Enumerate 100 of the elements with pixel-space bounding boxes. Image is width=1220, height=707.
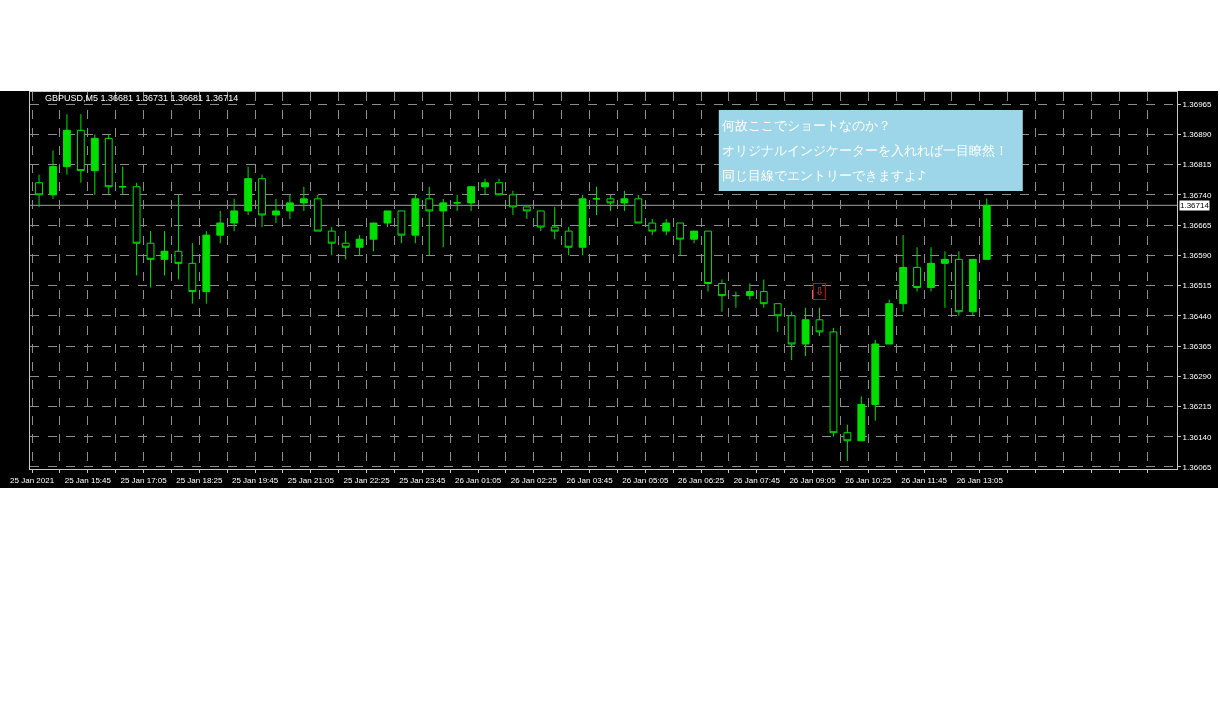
candlestick — [982, 197, 991, 260]
x-tick-label: 26 Jan 06:25 — [677, 475, 725, 485]
annotation: 何故ここでショートなのか？ — [722, 118, 891, 133]
candlestick — [341, 230, 350, 260]
candlestick — [453, 194, 462, 212]
candlestick — [411, 194, 420, 244]
candlestick — [606, 194, 615, 212]
y-tick-label: 1.36965 — [1182, 99, 1213, 109]
candlestick — [369, 222, 378, 252]
candlestick — [397, 210, 406, 244]
x-tick-label: 25 Jan 18:25 — [176, 475, 224, 485]
candlestick — [704, 230, 712, 293]
candlestick — [690, 230, 698, 244]
candlestick — [425, 186, 434, 256]
x-tick-label: 25 Jan 15:45 — [64, 475, 112, 485]
candlestick — [272, 198, 280, 224]
candlestick — [258, 174, 266, 228]
candlestick — [286, 194, 294, 220]
candlestick — [787, 311, 796, 361]
candlestick — [718, 278, 726, 313]
candlestick — [481, 178, 489, 196]
x-tick-label: 25 Jan 23:45 — [399, 475, 446, 485]
candlestick — [536, 210, 545, 232]
candlestick — [857, 395, 866, 442]
candlestick — [355, 234, 364, 256]
candlestick — [564, 226, 573, 256]
y-tick-label: 1.36440 — [1182, 311, 1213, 321]
candlestick — [146, 230, 155, 289]
candlestick — [495, 178, 503, 196]
y-tick-label: 1.36140 — [1182, 432, 1213, 442]
candlestick — [941, 250, 949, 309]
candlestick — [954, 250, 963, 317]
x-tick-label: 26 Jan 11:45 — [901, 475, 948, 485]
x-tick-label: 26 Jan 03:45 — [566, 475, 614, 485]
x-tick-label: 25 Jan 22:25 — [343, 475, 391, 485]
y-tick-label: 1.36365 — [1182, 341, 1213, 351]
candlestick — [327, 226, 336, 256]
candlestick — [313, 194, 322, 232]
candlestick — [815, 307, 824, 337]
candlestick — [118, 166, 127, 196]
candlestick — [509, 190, 517, 216]
candlestick — [899, 234, 908, 313]
candlestick — [745, 283, 754, 301]
candlestick — [731, 291, 740, 309]
candlestick — [885, 299, 894, 345]
candlestick — [522, 206, 531, 220]
x-tick-label: 26 Jan 01:05 — [454, 475, 502, 485]
candlestick — [63, 113, 71, 176]
y-tick-label: 1.36215 — [1182, 402, 1213, 412]
chart-title: GBPUSD,M5 1.36681 1.36731 1.36681 1.36714 — [45, 93, 239, 104]
candlestick — [35, 174, 43, 208]
y-tick-label: 1.36590 — [1182, 251, 1213, 261]
candlestick — [90, 133, 99, 196]
candlestick — [871, 339, 880, 422]
candlestick — [244, 166, 253, 216]
x-tick-label: 25 Jan 17:05 — [120, 475, 168, 485]
candlestick — [801, 307, 810, 357]
candlestick — [773, 303, 782, 333]
x-tick-label: 26 Jan 05:05 — [622, 475, 669, 485]
y-tick-label: 1.36890 — [1182, 130, 1213, 140]
candlestick — [662, 218, 671, 236]
y-tick-label: 1.36290 — [1182, 372, 1213, 382]
candlestick — [202, 230, 211, 305]
candlestick — [76, 113, 85, 184]
candlestick — [383, 210, 392, 228]
candlestick — [49, 149, 57, 200]
candlestick — [676, 222, 685, 256]
candlestick — [174, 194, 183, 280]
x-tick-label: 26 Jan 13:05 — [956, 475, 1004, 485]
x-tick-label: 25 Jan 2021 — [10, 475, 55, 485]
y-tick-label: 1.36515 — [1182, 281, 1213, 291]
x-tick-label: 26 Jan 10:25 — [845, 475, 892, 485]
candlestick — [648, 218, 657, 236]
candlestick — [634, 194, 643, 224]
candlestick — [913, 246, 921, 293]
candlestick — [927, 246, 935, 293]
candlestick — [843, 424, 852, 462]
annotation: ⇩ — [815, 285, 825, 298]
y-tick-label: 1.36665 — [1182, 220, 1213, 230]
candlestick — [160, 230, 169, 276]
x-tick-label: 26 Jan 02:25 — [510, 475, 558, 485]
candlestick — [829, 327, 838, 438]
candlestick — [188, 242, 197, 305]
candlestick — [439, 198, 448, 248]
candlestick — [299, 186, 308, 212]
ref-line-label: 1.36714 — [1180, 201, 1210, 210]
x-tick-label: 25 Jan 21:05 — [287, 475, 335, 485]
candlestick — [132, 182, 141, 276]
candlestick — [968, 258, 977, 317]
y-tick-label: 1.36815 — [1182, 160, 1213, 170]
candlestick — [620, 190, 629, 212]
candlestick — [230, 198, 239, 232]
candlestick — [104, 133, 113, 196]
candlestick — [759, 278, 768, 309]
candlestick — [467, 186, 476, 212]
y-tick-label: 1.36740 — [1182, 190, 1213, 200]
annotation: 同じ目線でエントリーできますよ♪ — [722, 168, 926, 183]
candlestick — [216, 210, 225, 244]
x-tick-label: 25 Jan 19:45 — [231, 475, 279, 485]
x-tick-label: 26 Jan 09:05 — [789, 475, 837, 485]
